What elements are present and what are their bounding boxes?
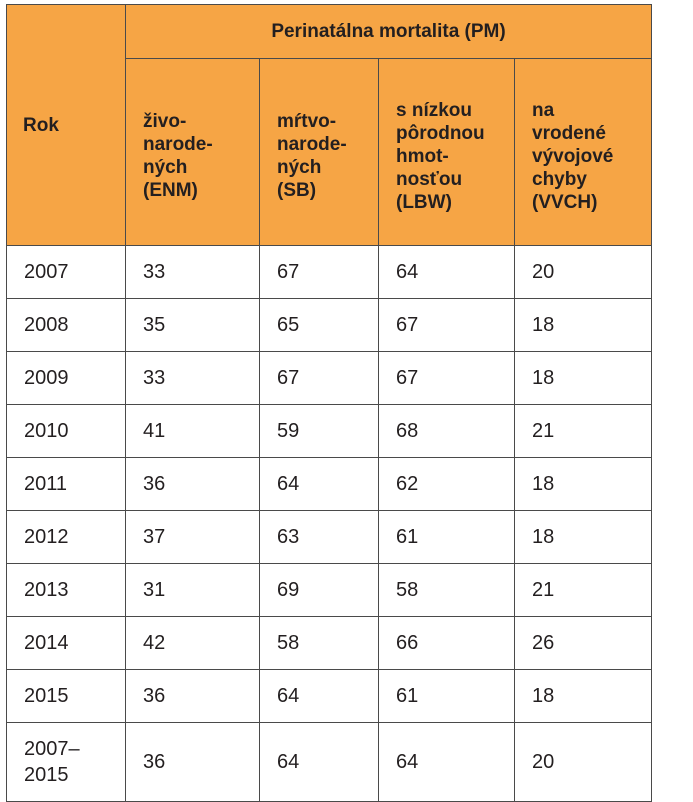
header-year: Rok (6, 4, 126, 246)
value-cell: 64 (259, 669, 379, 723)
value-cell: 65 (259, 298, 379, 352)
table-row: 2009 33 67 67 18 (6, 351, 653, 405)
year-cell: 2014 (6, 616, 126, 670)
value-cell: 41 (125, 404, 260, 458)
header-line: (VVCH) (532, 191, 598, 213)
year-cell: 2013 (6, 563, 126, 617)
header-line: ných (277, 157, 322, 178)
year-cell: 2015 (6, 669, 126, 723)
value-cell: 21 (513, 563, 653, 617)
header-line: vrodené (532, 122, 606, 144)
year-text: 2008 (24, 314, 69, 336)
header-line: vývojové (532, 145, 614, 167)
value-cell: 67 (259, 245, 379, 299)
value-cell: 18 (513, 669, 653, 723)
year-cell: 2010 (6, 404, 126, 458)
header-live-births: živo-narode-ných (ENM) (125, 58, 260, 246)
value-cell: 58 (259, 616, 379, 670)
table-row: 2007– 2015 36 64 64 20 (6, 722, 653, 802)
year-cell: 2008 (6, 298, 126, 352)
header-line: ných (143, 157, 188, 178)
table-row: 2011 36 64 62 18 (6, 457, 653, 511)
value-cell: 59 (259, 404, 379, 458)
value-cell: 68 (378, 404, 515, 458)
year-text: 2012 (24, 526, 69, 548)
value-cell: 18 (513, 510, 653, 564)
value-cell: 66 (378, 616, 515, 670)
value-cell: 33 (125, 245, 260, 299)
value-cell: 67 (378, 298, 515, 352)
table-row: 2007 33 67 64 20 (6, 245, 653, 299)
value-cell: 20 (513, 722, 653, 802)
value-cell: 64 (378, 245, 515, 299)
value-cell: 36 (125, 722, 260, 802)
value-cell: 61 (378, 510, 515, 564)
year-text: 2007 (24, 261, 69, 283)
header-line: chyby (532, 168, 587, 190)
value-cell: 64 (378, 722, 515, 802)
table-row: 2012 37 63 61 18 (6, 510, 653, 564)
perinatal-mortality-table: Rok Perinatálna mortalita (PM) živo-naro… (6, 4, 653, 802)
header-line: nosťou (396, 168, 463, 190)
year-text: 2015 (24, 764, 69, 786)
year-cell: 2009 (6, 351, 126, 405)
value-cell: 26 (513, 616, 653, 670)
value-cell: 36 (125, 669, 260, 723)
header-line: (SB) (277, 180, 317, 201)
year-text: 2013 (24, 579, 69, 601)
value-cell: 69 (259, 563, 379, 617)
value-cell: 61 (378, 669, 515, 723)
year-cell: 2011 (6, 457, 126, 511)
value-cell: 21 (513, 404, 653, 458)
table-row: 2013 31 69 58 21 (6, 563, 653, 617)
value-cell: 42 (125, 616, 260, 670)
year-text: 2009 (24, 367, 69, 389)
value-cell: 20 (513, 245, 653, 299)
header-line: pôrodnou (396, 122, 485, 144)
header-low-birth-weight: s nízkou pôrodnou hmot-nosťou (LBW) (378, 58, 515, 246)
year-cell: 2012 (6, 510, 126, 564)
header-congenital-defects: na vrodené vývojové chyby (VVCH) (513, 58, 653, 246)
value-cell: 18 (513, 457, 653, 511)
year-text: 2014 (24, 632, 69, 654)
year-text: 2015 (24, 685, 69, 707)
value-cell: 36 (125, 457, 260, 511)
year-text: 2011 (24, 473, 68, 495)
value-cell: 64 (259, 457, 379, 511)
header-perinatal-mortality: Perinatálna mortalita (PM) (124, 4, 653, 59)
year-text: 2007– (24, 738, 80, 760)
header-line: narode- (143, 134, 213, 155)
table-row: 2014 42 58 66 26 (6, 616, 653, 670)
header-line: (ENM) (143, 180, 198, 201)
header-stillbirths: mŕtvo-narode-ných (SB) (259, 58, 379, 246)
header-line: hmot- (396, 145, 449, 167)
year-cell: 2007 (6, 245, 126, 299)
value-cell: 33 (125, 351, 260, 405)
value-cell: 63 (259, 510, 379, 564)
value-cell: 67 (378, 351, 515, 405)
value-cell: 18 (513, 351, 653, 405)
value-cell: 31 (125, 563, 260, 617)
header-line: (LBW) (396, 191, 452, 213)
value-cell: 64 (259, 722, 379, 802)
value-cell: 18 (513, 298, 653, 352)
table-row: 2015 36 64 61 18 (6, 669, 653, 723)
header-line: narode- (277, 134, 347, 155)
value-cell: 37 (125, 510, 260, 564)
header-line: s nízkou (396, 99, 473, 121)
header-line: mŕtvo- (277, 111, 337, 132)
value-cell: 62 (378, 457, 515, 511)
year-text: 2010 (24, 420, 69, 442)
header-line: na (532, 99, 555, 121)
value-cell: 58 (378, 563, 515, 617)
table-row: 2008 35 65 67 18 (6, 298, 653, 352)
header-line: živo- (143, 111, 187, 132)
value-cell: 67 (259, 351, 379, 405)
value-cell: 35 (125, 298, 260, 352)
table-row: 2010 41 59 68 21 (6, 404, 653, 458)
year-cell: 2007– 2015 (6, 722, 126, 802)
